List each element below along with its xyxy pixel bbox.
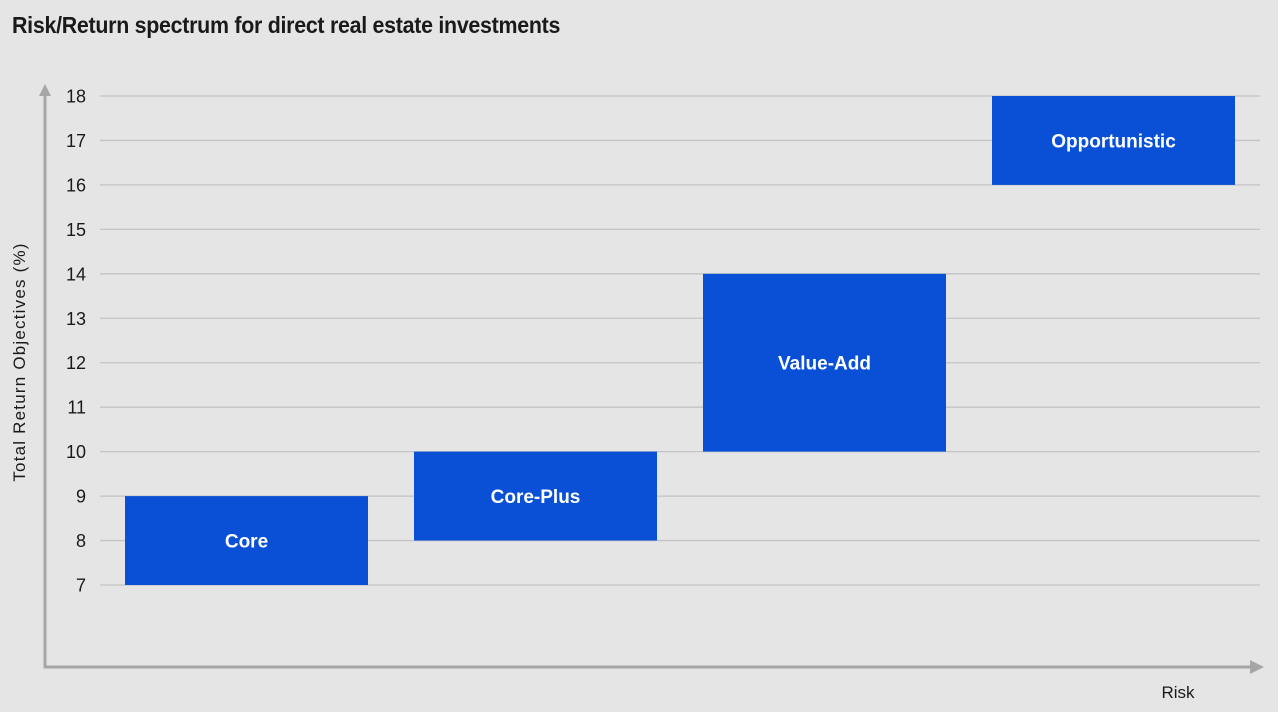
- y-tick-label: 10: [66, 442, 86, 462]
- y-tick-label: 16: [66, 175, 86, 195]
- y-axis-title: Total Return Objectives (%): [10, 242, 29, 481]
- range-bar-core-plus: Core-Plus: [414, 451, 657, 541]
- bar-label: Core-Plus: [491, 487, 581, 508]
- y-tick-label: 13: [66, 309, 86, 329]
- x-axis-arrowhead: [1250, 660, 1264, 674]
- axes: [39, 84, 1264, 674]
- bar-label: Opportunistic: [1051, 131, 1176, 152]
- y-tick-label: 7: [76, 576, 86, 596]
- bar: [414, 451, 657, 541]
- bar-label: Value-Add: [778, 354, 871, 375]
- x-axis-title: Risk: [1161, 683, 1195, 702]
- range-bar-core: Core: [125, 496, 368, 585]
- y-tick-label: 18: [66, 87, 86, 107]
- y-axis-arrowhead: [39, 84, 51, 96]
- bar: [992, 96, 1235, 185]
- y-tick-label: 8: [76, 531, 86, 551]
- y-tick-label: 17: [66, 131, 86, 151]
- bar: [125, 496, 368, 585]
- chart-title: Risk/Return spectrum for direct real est…: [12, 12, 561, 38]
- range-bars: Core Core-Plus Value-Add Opportunistic: [125, 96, 1235, 585]
- y-tick-label: 11: [67, 398, 86, 418]
- y-tick-label: 9: [76, 487, 86, 507]
- y-tick-labels: 7 8 9 10 11 12 13 14 15 16 17 18: [66, 87, 86, 596]
- bar: [703, 273, 946, 452]
- y-tick-label: 12: [66, 353, 86, 373]
- y-tick-label: 14: [66, 264, 86, 284]
- range-bar-value-add: Value-Add: [703, 273, 946, 452]
- y-tick-label: 15: [66, 220, 86, 240]
- range-bar-opportunistic: Opportunistic: [992, 96, 1235, 185]
- bar-label: Core: [225, 532, 268, 553]
